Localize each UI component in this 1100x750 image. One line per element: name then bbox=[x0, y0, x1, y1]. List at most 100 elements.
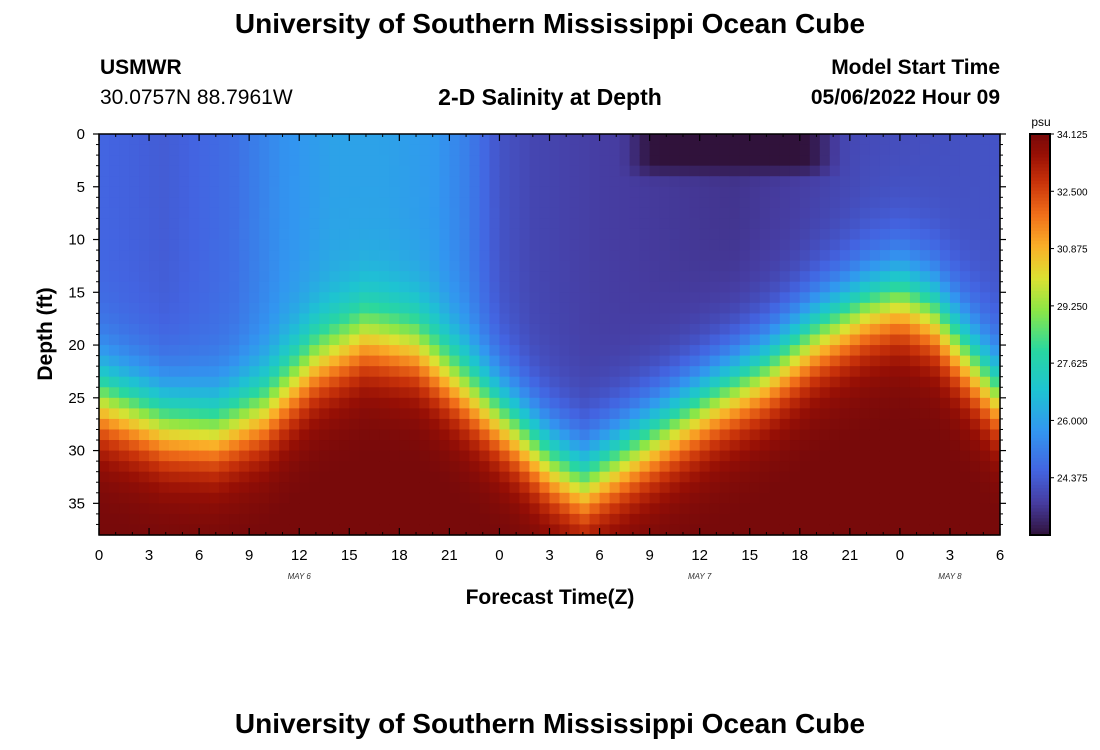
heatmap-cell bbox=[509, 397, 521, 409]
heatmap-cell bbox=[699, 197, 711, 209]
heatmap-cell bbox=[429, 313, 440, 325]
heatmap-cell bbox=[519, 524, 531, 536]
heatmap-cell bbox=[289, 397, 300, 409]
heatmap-cell bbox=[769, 503, 781, 515]
heatmap-cell bbox=[789, 482, 801, 494]
heatmap-cell bbox=[269, 345, 280, 357]
heatmap-cell bbox=[329, 397, 340, 409]
heatmap-cell bbox=[99, 197, 110, 209]
colorbar-segment bbox=[1030, 237, 1050, 242]
heatmap-cell bbox=[279, 302, 290, 314]
heatmap-cell bbox=[629, 461, 641, 473]
heatmap-cell bbox=[149, 155, 160, 167]
heatmap-cell bbox=[209, 165, 220, 177]
heatmap-cell bbox=[209, 503, 220, 515]
heatmap-cell bbox=[509, 197, 521, 209]
heatmap-cell bbox=[249, 165, 260, 177]
heatmap-cell bbox=[309, 355, 320, 367]
heatmap-cell bbox=[679, 397, 691, 409]
heatmap-cell bbox=[989, 292, 1001, 304]
heatmap-cell bbox=[179, 271, 190, 283]
heatmap-cell bbox=[669, 271, 681, 283]
heatmap-cell bbox=[709, 408, 721, 420]
heatmap-cell bbox=[439, 313, 450, 325]
heatmap-cell bbox=[169, 239, 180, 251]
heatmap-cell bbox=[899, 418, 911, 431]
heatmap-cell bbox=[149, 176, 160, 188]
heatmap-cell bbox=[309, 260, 320, 272]
heatmap-cell bbox=[919, 345, 931, 357]
heatmap-cell bbox=[919, 313, 931, 325]
colorbar-segment bbox=[1030, 174, 1050, 179]
heatmap-cell bbox=[929, 482, 941, 494]
heatmap-cell bbox=[909, 408, 921, 420]
heatmap-cell bbox=[379, 323, 390, 336]
heatmap-cell bbox=[599, 482, 611, 494]
heatmap-cell bbox=[199, 482, 210, 494]
heatmap-cell bbox=[389, 197, 400, 209]
heatmap-cell bbox=[159, 397, 170, 409]
heatmap-cell bbox=[559, 155, 571, 167]
heatmap-cell bbox=[519, 250, 531, 262]
heatmap-cell bbox=[899, 366, 911, 378]
heatmap-cell bbox=[319, 408, 330, 420]
heatmap-cell bbox=[229, 440, 240, 452]
heatmap-cell bbox=[139, 250, 150, 262]
heatmap-cell bbox=[169, 302, 180, 314]
heatmap-cell bbox=[859, 228, 871, 241]
heatmap-cell bbox=[169, 165, 180, 177]
heatmap-cell bbox=[329, 323, 340, 336]
heatmap-cell bbox=[389, 155, 400, 167]
heatmap-cell bbox=[589, 513, 601, 526]
heatmap-cell bbox=[249, 218, 260, 230]
heatmap-cell bbox=[259, 450, 270, 462]
heatmap-cell bbox=[139, 492, 150, 504]
heatmap-cell bbox=[939, 155, 951, 167]
heatmap-cell bbox=[409, 271, 420, 283]
heatmap-cell bbox=[149, 334, 160, 346]
heatmap-cell bbox=[649, 355, 661, 367]
heatmap-cell bbox=[599, 302, 611, 314]
heatmap-cell bbox=[139, 228, 150, 241]
heatmap-cell bbox=[819, 524, 831, 536]
heatmap-cell bbox=[779, 271, 791, 283]
heatmap-cell bbox=[749, 155, 761, 167]
heatmap-cell bbox=[269, 440, 280, 452]
heatmap-cell bbox=[649, 271, 661, 283]
heatmap-cell bbox=[609, 250, 621, 262]
heatmap-cell bbox=[239, 366, 250, 378]
heatmap-cell bbox=[929, 366, 941, 378]
heatmap-cell bbox=[159, 186, 170, 198]
heatmap-cell bbox=[579, 492, 591, 504]
heatmap-cell bbox=[809, 397, 821, 409]
heatmap-cell bbox=[649, 471, 661, 483]
heatmap-cell bbox=[979, 418, 991, 431]
heatmap-cell bbox=[669, 313, 681, 325]
heatmap-cell bbox=[679, 503, 691, 515]
heatmap-cell bbox=[269, 408, 280, 420]
heatmap-cell bbox=[789, 366, 801, 378]
heatmap-cell bbox=[829, 429, 841, 441]
heatmap-cell bbox=[799, 239, 811, 251]
heatmap-cell bbox=[479, 471, 491, 483]
heatmap-cell bbox=[469, 302, 481, 314]
colorbar-segment bbox=[1030, 317, 1050, 322]
heatmap-cell bbox=[209, 302, 220, 314]
heatmap-cell bbox=[589, 471, 601, 483]
heatmap-cell bbox=[309, 207, 320, 220]
heatmap-cell bbox=[909, 366, 921, 378]
heatmap-cell bbox=[729, 461, 741, 473]
heatmap-cell bbox=[169, 250, 180, 262]
heatmap-cell bbox=[819, 366, 831, 378]
heatmap-cell bbox=[459, 334, 471, 346]
heatmap-cell bbox=[889, 155, 901, 167]
heatmap-cell bbox=[559, 334, 571, 346]
heatmap-cell bbox=[979, 239, 991, 251]
heatmap-cell bbox=[539, 450, 551, 462]
heatmap-cell bbox=[379, 197, 390, 209]
heatmap-cell bbox=[859, 334, 871, 346]
heatmap-cell bbox=[729, 239, 741, 251]
heatmap-cell bbox=[929, 334, 941, 346]
heatmap-cell bbox=[169, 503, 180, 515]
heatmap-cell bbox=[699, 302, 711, 314]
